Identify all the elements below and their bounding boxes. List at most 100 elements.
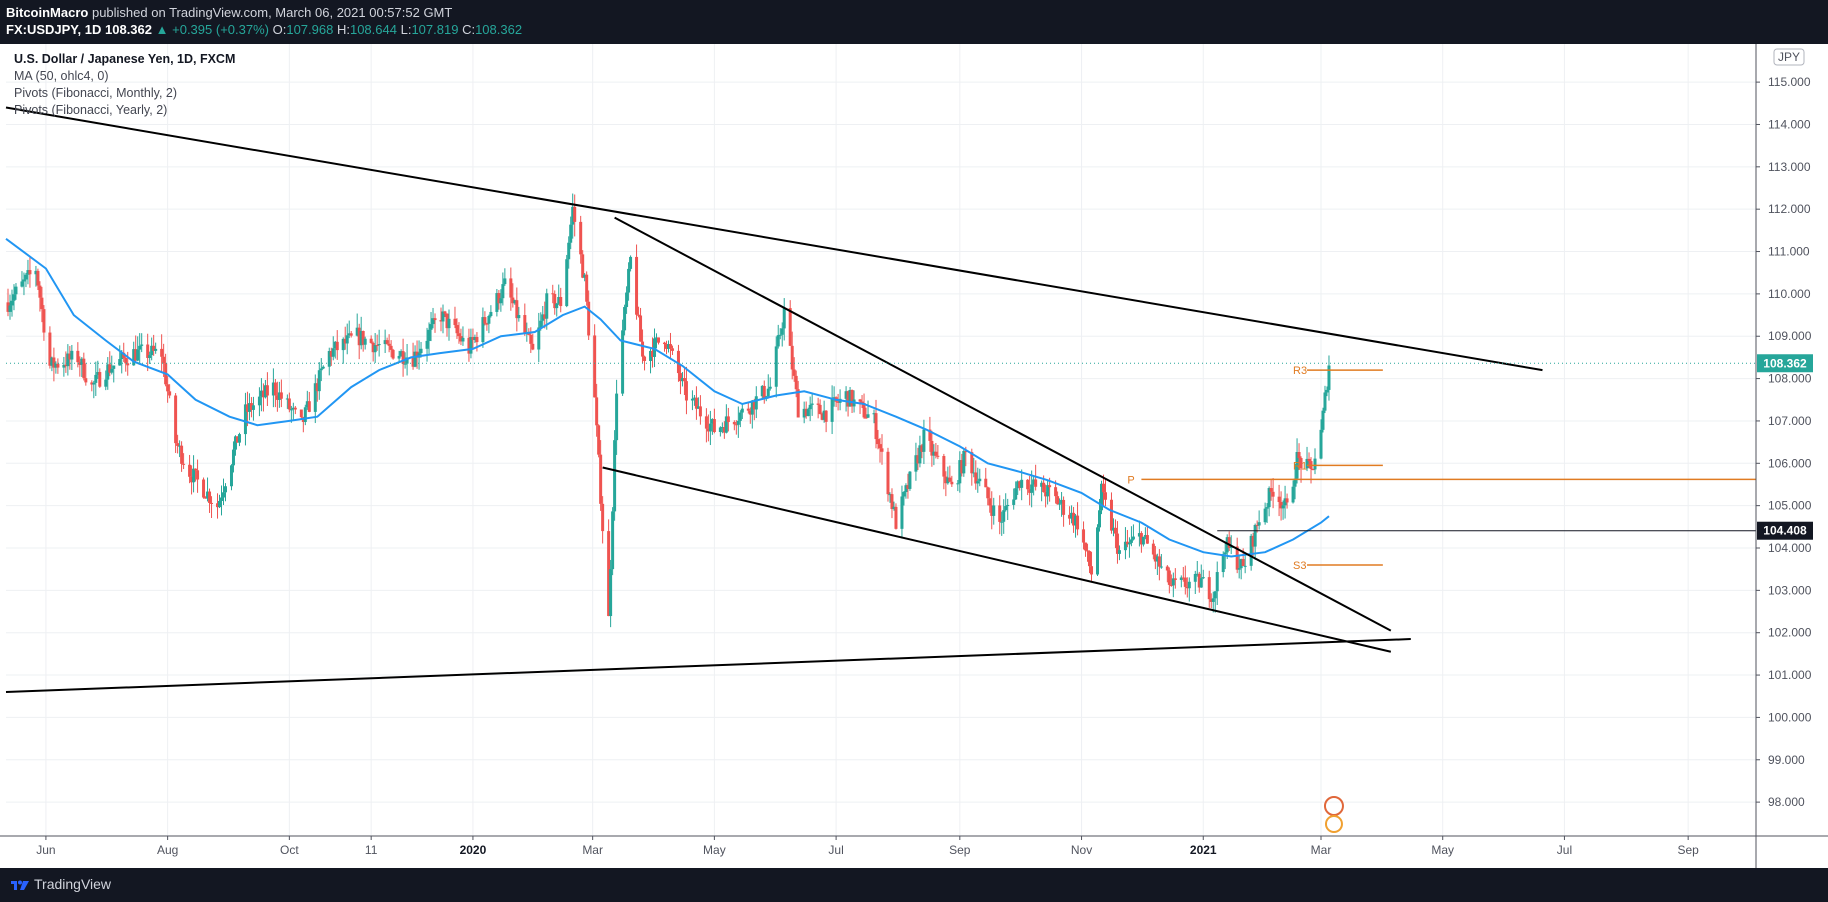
candle-body: [78, 362, 82, 365]
candle-body: [541, 314, 545, 321]
x-tick-label: Sep: [1677, 843, 1699, 857]
candle-body: [710, 419, 714, 424]
candle-body: [188, 464, 192, 477]
candle-body: [916, 455, 920, 464]
candle-body: [601, 503, 605, 532]
candle-body: [886, 451, 890, 495]
candle-body: [1046, 485, 1050, 497]
candle-body: [433, 318, 437, 321]
candle-body: [459, 336, 463, 342]
candle-body: [475, 336, 479, 343]
tradingview-logo-icon[interactable]: [10, 877, 30, 891]
candle-body: [245, 404, 249, 412]
candle-body: [970, 452, 974, 474]
candle-body: [998, 505, 1002, 522]
candle-body: [1054, 487, 1058, 497]
candle-body: [872, 413, 876, 415]
candle-body: [625, 292, 629, 308]
candle-body: [1062, 499, 1066, 515]
candle-body: [343, 338, 347, 344]
candle-body: [1183, 577, 1187, 587]
up-arrow-icon: ▲: [155, 22, 169, 37]
candle-body: [1014, 488, 1018, 500]
candle-body: [936, 455, 940, 457]
footer-brand[interactable]: TradingView: [34, 876, 112, 892]
y-tick-label: 115.000: [1768, 75, 1811, 89]
candle-body: [1088, 551, 1092, 567]
x-tick-label: Mar: [582, 843, 603, 857]
candle-body: [1173, 578, 1177, 580]
candle-body: [249, 403, 253, 410]
candle-body: [964, 450, 968, 453]
candle-body: [1084, 542, 1088, 551]
candle-body: [655, 337, 659, 339]
candle-body: [511, 297, 515, 304]
candle-body: [231, 449, 235, 466]
x-tick-label: Jun: [36, 843, 55, 857]
candle-body: [90, 382, 94, 385]
candle-body: [391, 349, 395, 359]
events-icon: [1323, 796, 1344, 816]
candle-body: [425, 340, 429, 349]
y-tick-label: 111.000: [1768, 245, 1810, 259]
candle-body: [892, 506, 896, 510]
candle-body: [1155, 556, 1159, 562]
candle-body: [1048, 485, 1052, 488]
candle-body: [950, 481, 954, 485]
candle-body: [1018, 481, 1022, 488]
candle-body: [1249, 535, 1253, 566]
candle-body: [299, 409, 303, 418]
candle-body: [567, 242, 571, 260]
candle-body: [1151, 543, 1155, 555]
candle-body: [329, 351, 333, 357]
author-name[interactable]: BitcoinMacro: [6, 5, 89, 20]
candle-body: [357, 327, 361, 346]
candle-body: [419, 348, 423, 354]
candle-body: [734, 424, 738, 426]
candle-body: [349, 333, 353, 336]
candle-body: [988, 498, 992, 506]
candle-body: [62, 364, 66, 368]
candle-body: [1185, 586, 1189, 589]
candle-body: [651, 350, 655, 357]
candle-body: [818, 404, 822, 414]
candle-body: [1125, 541, 1129, 545]
candle-body: [1181, 577, 1185, 579]
candle-body: [279, 392, 283, 399]
chart-area[interactable]: R3 R1 P S3 JPY 115.000 114.000 113.000 112.000 1…: [0, 44, 1828, 868]
candle-body: [243, 404, 247, 435]
publish-header: BitcoinMacro published on TradingView.co…: [0, 0, 1828, 44]
candle-body: [1291, 486, 1295, 503]
candle-body: [1221, 554, 1225, 573]
candle-body: [822, 410, 826, 420]
y-tick-label: 112.000: [1768, 202, 1811, 216]
price-chart[interactable]: R3 R1 P S3 JPY 115.000 114.000 113.000 112.000 1…: [0, 44, 1828, 868]
candle-body: [720, 427, 724, 429]
candle-body: [313, 383, 317, 412]
candle-body: [1193, 573, 1197, 582]
candle-body: [990, 505, 994, 516]
candle-body: [92, 382, 96, 385]
x-tick-label: Aug: [157, 843, 178, 857]
candle-body: [1099, 483, 1103, 511]
candle-body: [808, 404, 812, 410]
candle-body: [698, 406, 702, 417]
candle-body: [1311, 468, 1315, 470]
candle-body: [411, 357, 415, 367]
candle-body: [148, 355, 152, 358]
candle-body: [289, 409, 293, 411]
candle-body: [750, 400, 754, 415]
candle-body: [1265, 507, 1269, 509]
candle-body: [1305, 458, 1309, 469]
candle-body: [726, 416, 730, 423]
candle-body: [146, 344, 150, 358]
candle-body: [894, 506, 898, 529]
candle-body: [1167, 570, 1171, 585]
candle-body: [1297, 452, 1301, 459]
candle-body: [958, 460, 962, 484]
candle-body: [643, 356, 647, 361]
candle-body: [668, 344, 672, 349]
candle-body: [178, 445, 182, 447]
candle-body: [806, 409, 810, 417]
candle-body: [922, 429, 926, 452]
